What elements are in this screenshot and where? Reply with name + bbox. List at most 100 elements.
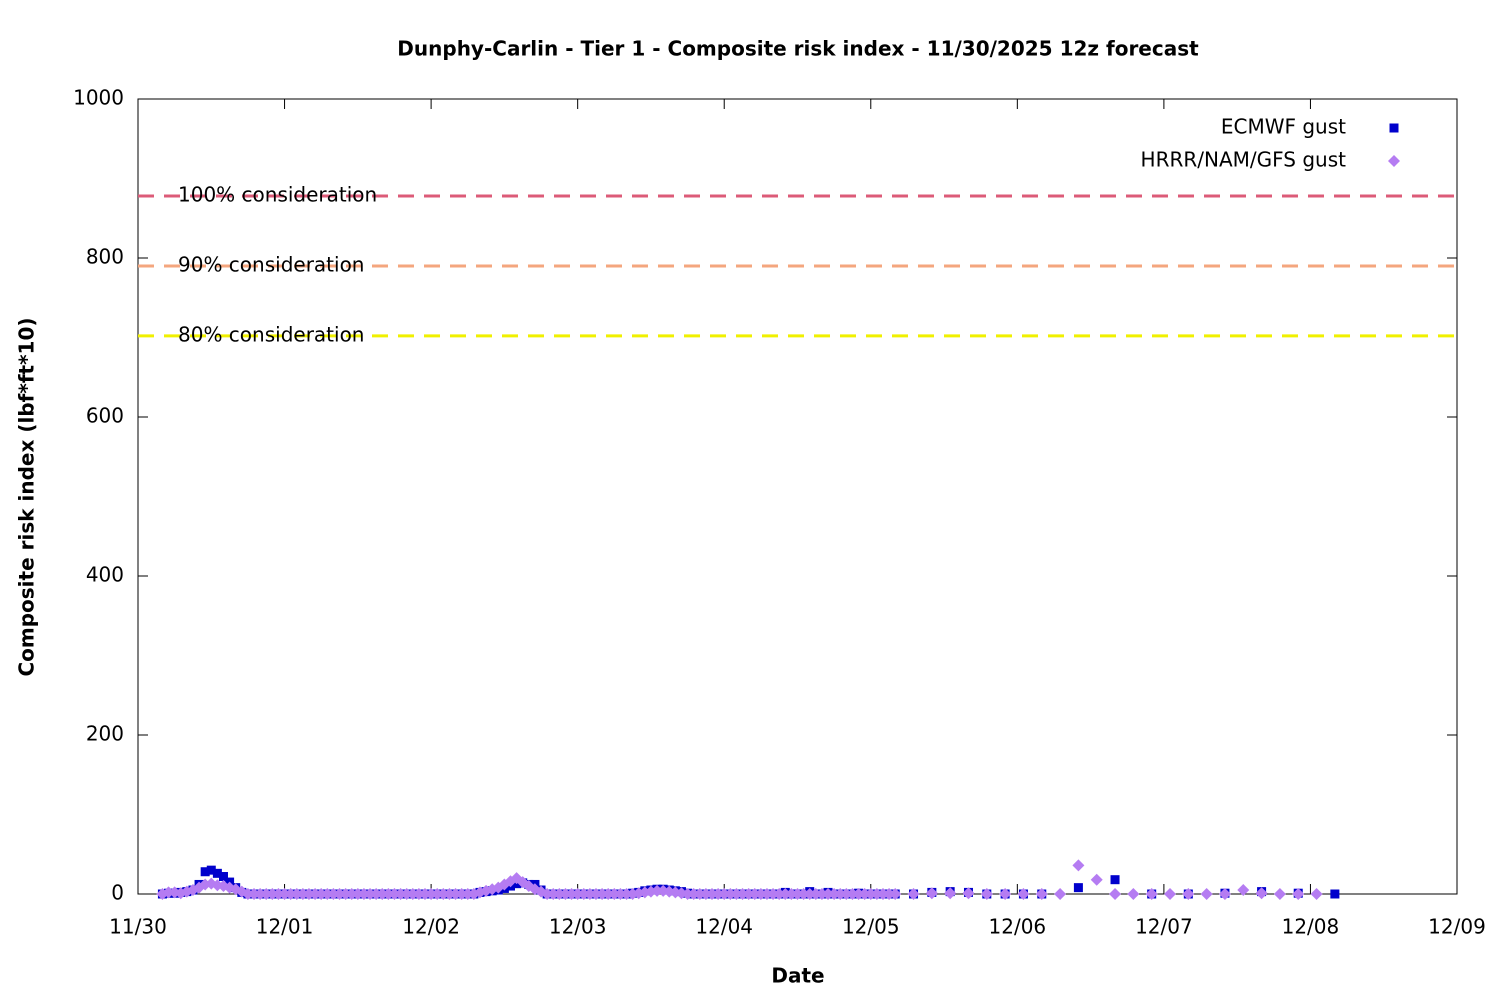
point: [712, 888, 725, 900]
point: [1163, 888, 1176, 900]
point: [791, 888, 804, 900]
point: [602, 888, 615, 900]
point: [351, 888, 364, 900]
point: [718, 888, 731, 900]
point: [773, 888, 786, 900]
point: [944, 887, 957, 900]
point: [461, 888, 474, 900]
point: [858, 888, 871, 900]
point: [724, 888, 737, 900]
x-tick-label: 12/05: [842, 915, 900, 939]
point: [840, 888, 853, 900]
point: [681, 888, 694, 900]
point: [760, 888, 773, 900]
point: [889, 888, 902, 900]
point: [327, 888, 340, 900]
point: [1200, 888, 1213, 900]
point: [608, 888, 621, 900]
point: [425, 888, 438, 900]
point: [1255, 887, 1268, 900]
point: [559, 888, 572, 900]
x-tick-label: 12/03: [549, 915, 607, 939]
point: [455, 888, 468, 900]
point: [206, 865, 216, 875]
y-tick-label: 400: [86, 563, 124, 587]
point: [883, 888, 896, 900]
legend-label: HRRR/NAM/GFS gust: [1141, 148, 1347, 172]
x-tick-label: 12/02: [402, 915, 460, 939]
point: [907, 888, 920, 900]
point: [302, 888, 315, 900]
reference-label: 100% consideration: [178, 182, 377, 206]
point: [596, 888, 609, 900]
point: [699, 888, 712, 900]
point: [321, 888, 334, 900]
point: [846, 888, 859, 900]
point: [1273, 888, 1286, 900]
point: [870, 888, 883, 900]
point: [1145, 888, 1158, 900]
point: [736, 888, 749, 900]
point: [706, 888, 719, 900]
point: [742, 888, 755, 900]
reference-label: 90% consideration: [178, 252, 364, 276]
point: [1182, 888, 1195, 900]
point: [1310, 888, 1323, 900]
point: [296, 888, 309, 900]
point: [785, 888, 798, 900]
x-tick-label: 12/07: [1135, 915, 1193, 939]
point: [1127, 888, 1140, 900]
legend-marker: [1389, 123, 1399, 133]
y-tick-label: 800: [86, 245, 124, 269]
point: [406, 888, 419, 900]
point: [687, 888, 700, 900]
point: [200, 867, 210, 877]
point: [400, 888, 413, 900]
x-tick-label: 12/06: [989, 915, 1047, 939]
point: [278, 888, 291, 900]
point: [730, 888, 743, 900]
point: [357, 888, 370, 900]
point: [315, 888, 328, 900]
point: [1109, 888, 1122, 900]
point: [266, 888, 279, 900]
point: [1218, 888, 1231, 900]
point: [1017, 888, 1030, 900]
x-tick-label: 12/04: [695, 915, 753, 939]
point: [693, 888, 706, 900]
x-tick-label: 12/01: [256, 915, 314, 939]
y-tick-label: 200: [86, 722, 124, 746]
point: [254, 888, 267, 900]
point: [754, 888, 767, 900]
x-tick-label: 12/09: [1428, 915, 1486, 939]
point: [431, 888, 444, 900]
point: [388, 888, 401, 900]
point: [589, 888, 602, 900]
point: [449, 888, 462, 900]
point: [571, 888, 584, 900]
point: [290, 888, 303, 900]
point: [876, 888, 889, 900]
legend-label: ECMWF gust: [1221, 115, 1346, 139]
x-tick-label: 11/30: [109, 915, 167, 939]
point: [828, 888, 841, 900]
point: [980, 888, 993, 900]
point: [577, 888, 590, 900]
point: [620, 888, 633, 900]
point: [345, 888, 358, 900]
point: [925, 887, 938, 900]
point: [1237, 884, 1250, 897]
point: [565, 888, 578, 900]
point: [1072, 859, 1085, 872]
y-tick-label: 0: [111, 881, 124, 905]
point: [797, 888, 810, 900]
y-tick-label: 1000: [73, 86, 124, 110]
point: [815, 888, 828, 900]
point: [553, 888, 566, 900]
point: [864, 888, 877, 900]
point: [333, 888, 346, 900]
point: [1090, 873, 1103, 886]
y-tick-label: 600: [86, 404, 124, 428]
point: [376, 888, 389, 900]
